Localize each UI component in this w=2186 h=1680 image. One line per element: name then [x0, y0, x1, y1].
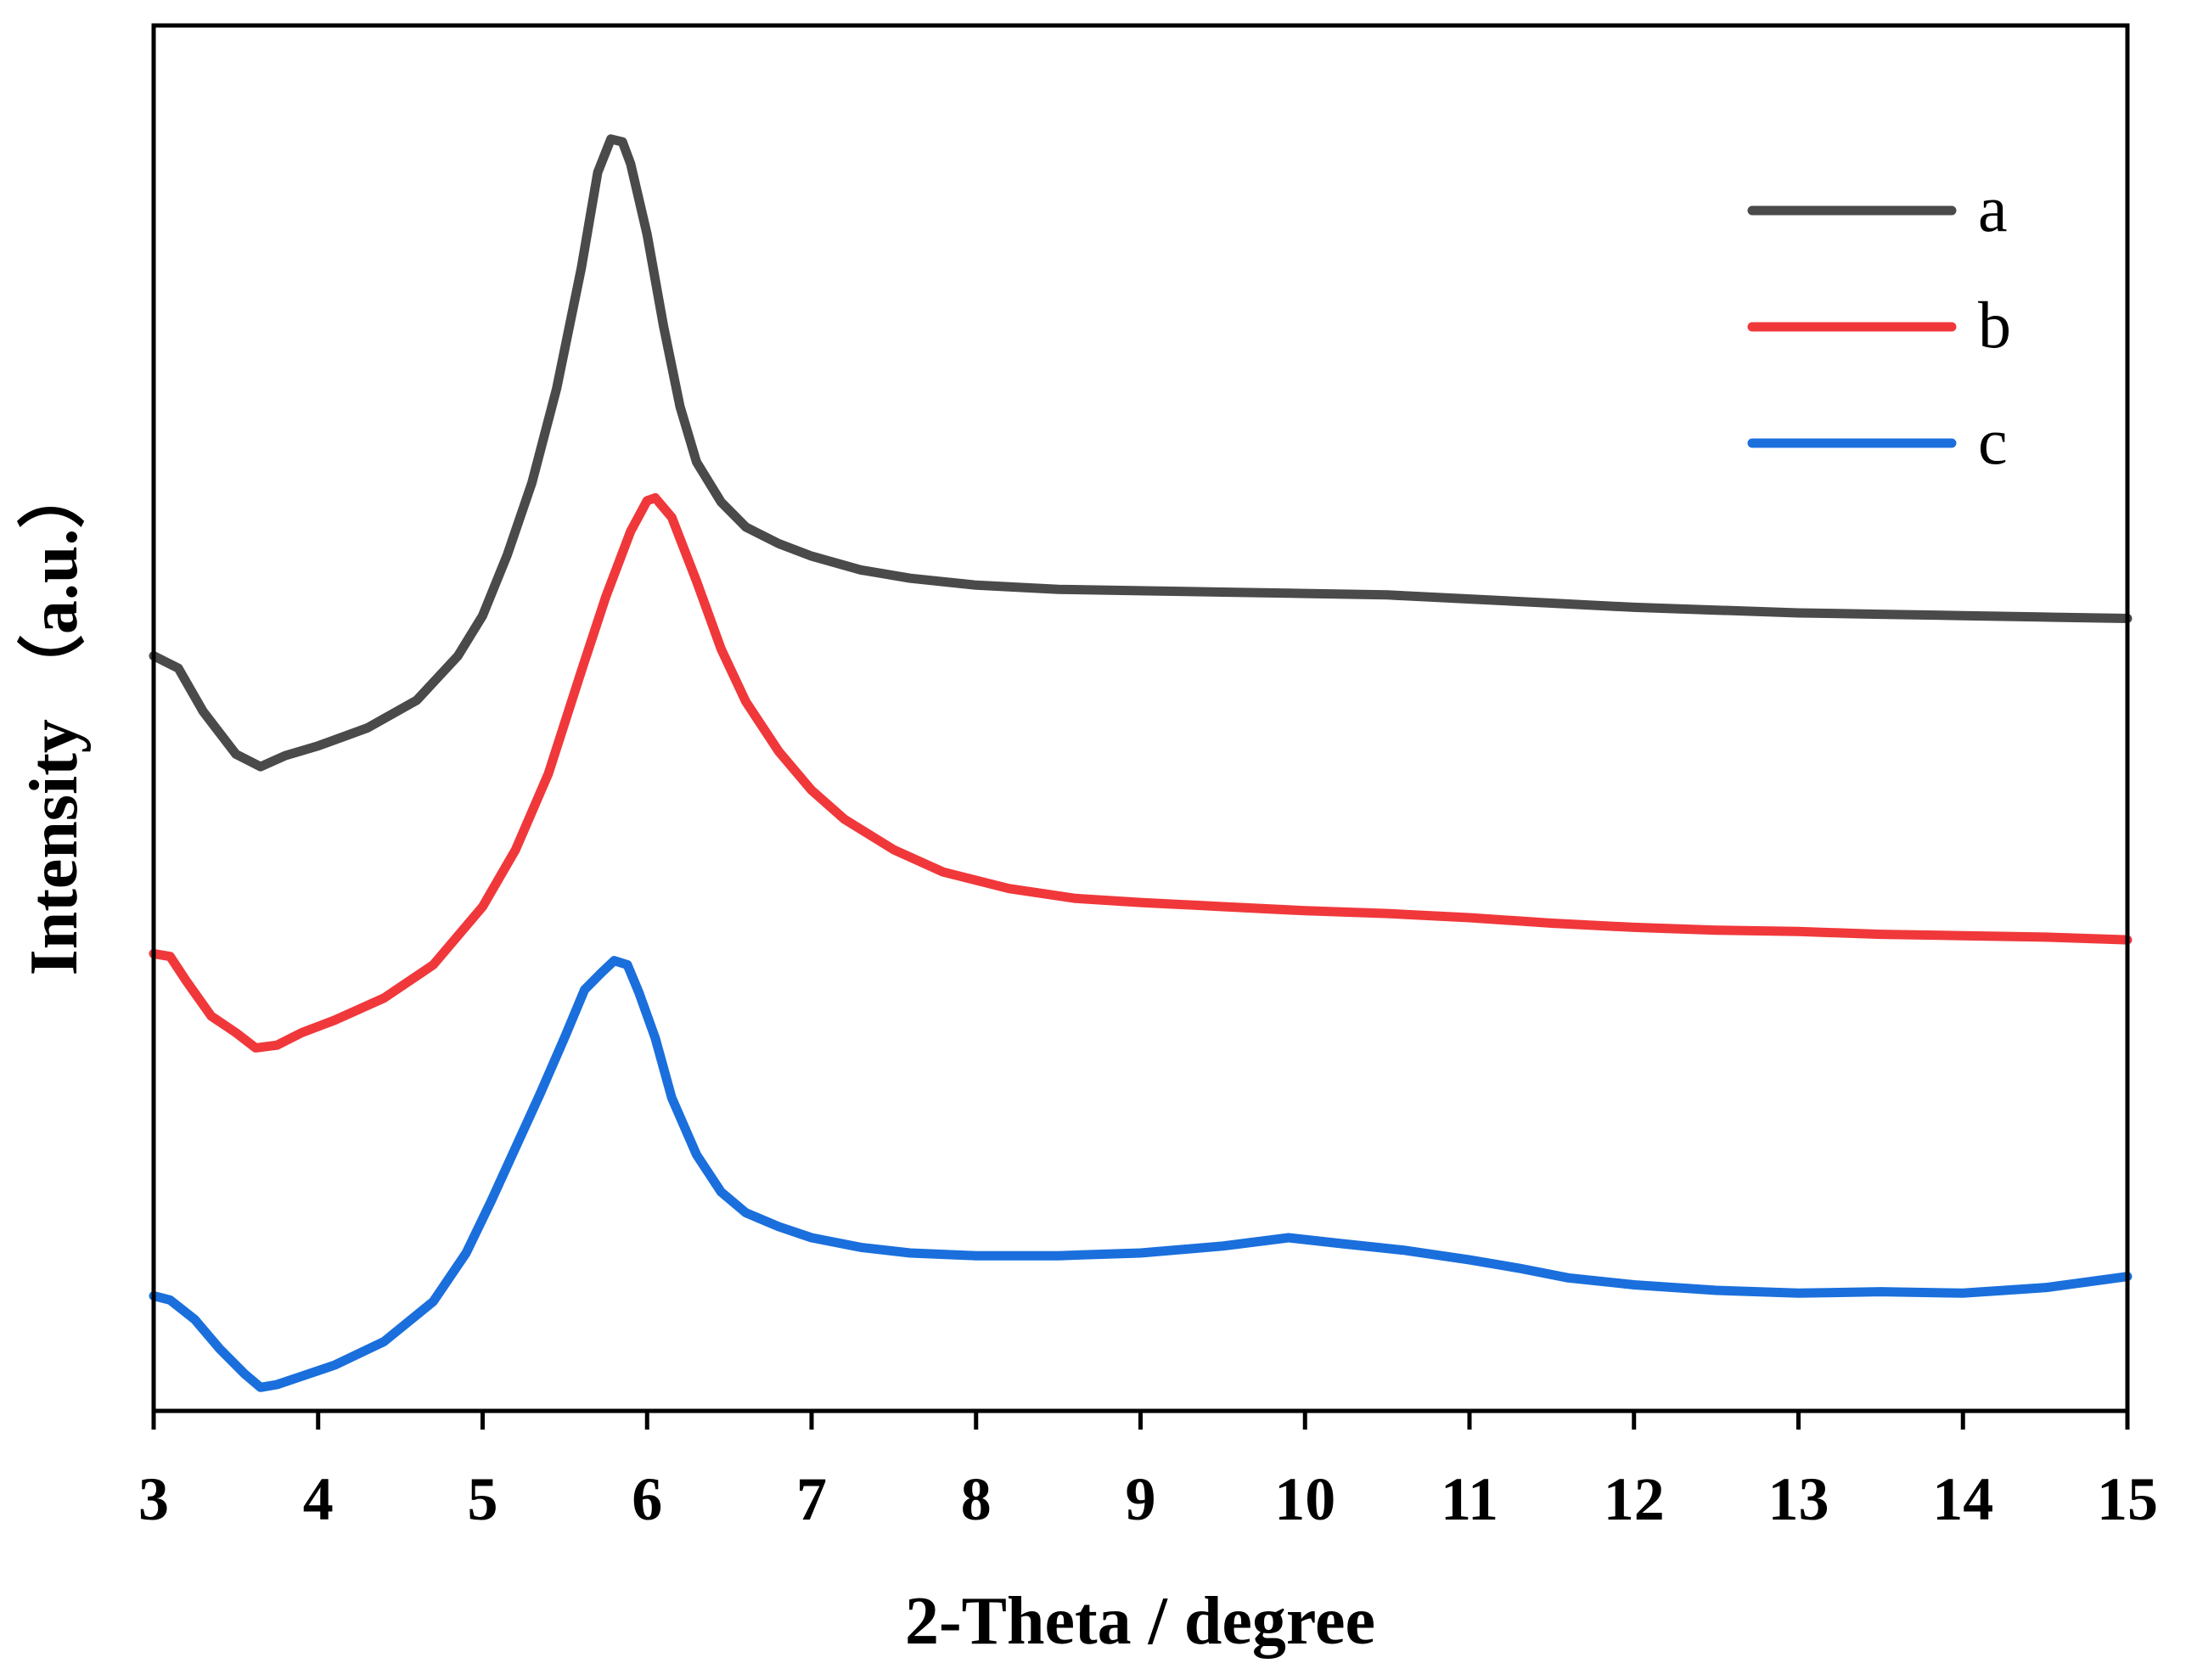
series-layer [149, 134, 2133, 1392]
legend-label-a: a [1978, 171, 2008, 245]
x-tick-label: 4 [303, 1465, 334, 1533]
x-tick-label: 12 [1604, 1465, 1665, 1533]
legend-label-b: b [1978, 288, 2011, 362]
series-line-b [149, 493, 2133, 1053]
x-tick-label: 8 [961, 1465, 992, 1533]
y-axis-title: Intensity （a.u.） [17, 461, 92, 976]
x-tick-label: 6 [632, 1465, 662, 1533]
series-line-c [149, 956, 2133, 1392]
x-tick-label: 5 [468, 1465, 498, 1533]
x-axis-title: 2-Theta / degree [905, 1584, 1375, 1659]
x-tick-label: 10 [1274, 1465, 1335, 1533]
x-tick-label: 14 [1932, 1465, 1993, 1533]
x-tick-label: 7 [796, 1465, 827, 1533]
series-line-a [149, 134, 2133, 772]
plot-frame [151, 23, 2130, 1413]
x-tick-label: 13 [1768, 1465, 1829, 1533]
legend-label-c: c [1978, 404, 2008, 478]
x-axis-ticks: 3 4 5 6 7 8 9 10 11 12 13 14 15 [138, 1411, 2158, 1533]
x-tick-label: 15 [2097, 1465, 2158, 1533]
legend: abc [1747, 171, 2011, 478]
x-tick-label: 11 [1441, 1465, 1498, 1533]
x-tick-label: 3 [138, 1465, 169, 1533]
x-tick-label: 9 [1126, 1465, 1156, 1533]
